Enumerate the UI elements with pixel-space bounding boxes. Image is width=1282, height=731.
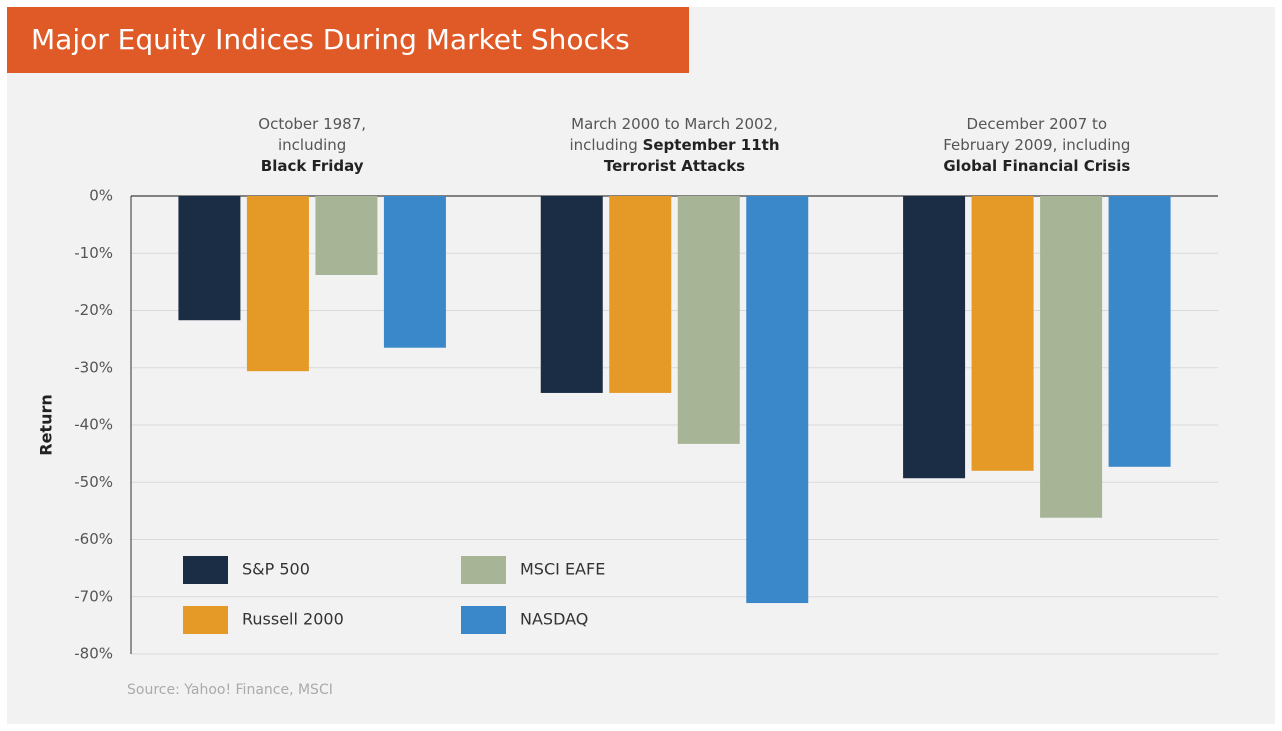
category-label-part: Black Friday xyxy=(261,157,364,175)
y-tick-label: -70% xyxy=(74,587,113,605)
category-label: Black Friday xyxy=(261,157,364,175)
bar xyxy=(746,196,809,604)
category-label-part: December 2007 to xyxy=(967,115,1108,133)
bar xyxy=(677,196,740,444)
category-label: including xyxy=(278,136,346,154)
y-tick-label: -80% xyxy=(74,645,113,663)
category-label: Global Financial Crisis xyxy=(943,157,1130,175)
category-label: December 2007 to xyxy=(967,115,1108,133)
legend-swatch xyxy=(461,556,506,584)
category-label: October 1987, xyxy=(258,115,366,133)
y-tick-label: -10% xyxy=(74,244,113,262)
category-label-part: Terrorist Attacks xyxy=(604,157,745,175)
y-tick-label: -20% xyxy=(74,301,113,319)
source: Source: Yahoo! Finance, MSCI xyxy=(127,682,333,698)
legend-swatch xyxy=(461,606,506,634)
legend-swatch xyxy=(183,606,228,634)
bar xyxy=(609,196,672,393)
y-tick-label: 0% xyxy=(89,187,113,205)
category-label-part: September 11th xyxy=(643,136,780,154)
y-tick-label: -60% xyxy=(74,530,113,548)
legend-label: S&P 500 xyxy=(242,560,310,579)
category-label-part: October 1987, xyxy=(258,115,366,133)
bar xyxy=(903,196,966,479)
category-label-part: March 2000 to March 2002, xyxy=(571,115,778,133)
bar xyxy=(178,196,241,321)
title-banner xyxy=(7,7,689,73)
y-tick-label: -30% xyxy=(74,358,113,376)
bar xyxy=(383,196,446,348)
bar xyxy=(315,196,378,276)
bar xyxy=(540,196,603,393)
chart-title: Major Equity Indices During Market Shock… xyxy=(31,23,630,56)
category-label-part: February 2009, including xyxy=(943,136,1130,154)
legend-label: Russell 2000 xyxy=(242,610,344,629)
bar xyxy=(1108,196,1171,467)
y-axis-label: Return xyxy=(37,394,56,456)
category-label-part: including xyxy=(278,136,346,154)
category-label: including September 11th xyxy=(569,136,779,154)
category-label: March 2000 to March 2002, xyxy=(571,115,778,133)
y-tick-label: -50% xyxy=(74,473,113,491)
category-label-part: including xyxy=(569,136,642,154)
category-label: Terrorist Attacks xyxy=(604,157,745,175)
bar xyxy=(971,196,1034,471)
category-label-part: Global Financial Crisis xyxy=(943,157,1130,175)
category-label: February 2009, including xyxy=(943,136,1130,154)
legend-label: NASDAQ xyxy=(520,610,588,629)
y-tick-label: -40% xyxy=(74,416,113,434)
legend-label: MSCI EAFE xyxy=(520,560,605,579)
bar xyxy=(1040,196,1103,518)
bar xyxy=(246,196,309,372)
legend-swatch xyxy=(183,556,228,584)
